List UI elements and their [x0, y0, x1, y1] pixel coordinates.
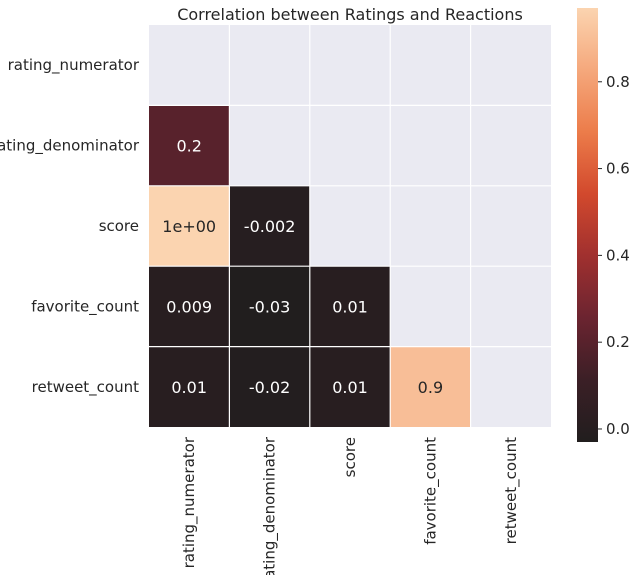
chart-title: Correlation between Ratings and Reaction…	[177, 5, 523, 24]
cell-label: 0.01	[332, 378, 368, 397]
row-label: score	[99, 217, 139, 235]
heatmap-cell	[149, 266, 230, 347]
column-labels: rating_numerator rating_denominator score f…	[180, 436, 521, 575]
row-label: rating_numerator	[8, 56, 140, 75]
cell-label: 1e+00	[162, 217, 216, 236]
heatmap-cell	[229, 346, 310, 427]
colorbar-gradient	[577, 8, 598, 442]
column-label: score	[341, 437, 359, 477]
column-label: rating_numerator	[180, 436, 199, 568]
cell-label: -0.002	[244, 217, 296, 236]
cell-label: -0.02	[249, 378, 290, 397]
row-label: favorite_count	[31, 297, 139, 316]
heatmap-cell	[229, 266, 310, 347]
heatmap-cell	[390, 346, 471, 427]
column-label: rating_denominator	[261, 436, 280, 575]
heatmap-cells: 0.2 1e+00 -0.002 0.009 -0.03 0.01 0.01 -0.02 0.0…	[149, 25, 551, 427]
heatmap-cell	[149, 105, 230, 186]
heatmap-cell	[229, 185, 310, 267]
heatmap-cell	[309, 266, 391, 347]
heatmap-cell	[309, 346, 391, 427]
row-label: retweet_count	[32, 378, 139, 397]
colorbar-tick-label: 0.2	[606, 333, 630, 351]
colorbar-tick-label: 0.6	[606, 160, 630, 178]
column-label: favorite_count	[421, 437, 440, 545]
colorbar: 0.0 0.2 0.4 0.6 0.8	[577, 8, 630, 442]
heatmap-cell	[149, 185, 230, 267]
cell-label: 0.01	[332, 297, 368, 316]
colorbar-tick-label: 0.4	[606, 246, 630, 264]
column-label: retweet_count	[502, 437, 521, 544]
colorbar-tick-label: 0.8	[606, 73, 630, 91]
cell-label: 0.01	[171, 378, 207, 397]
heatmap-cell	[149, 346, 230, 427]
row-label: rating_denominator	[0, 137, 140, 156]
cell-label: 0.9	[418, 378, 443, 397]
cell-label: 0.2	[176, 137, 201, 156]
cell-label: -0.03	[249, 297, 290, 316]
colorbar-tick-label: 0.0	[606, 420, 630, 438]
cell-label: 0.009	[166, 297, 212, 316]
